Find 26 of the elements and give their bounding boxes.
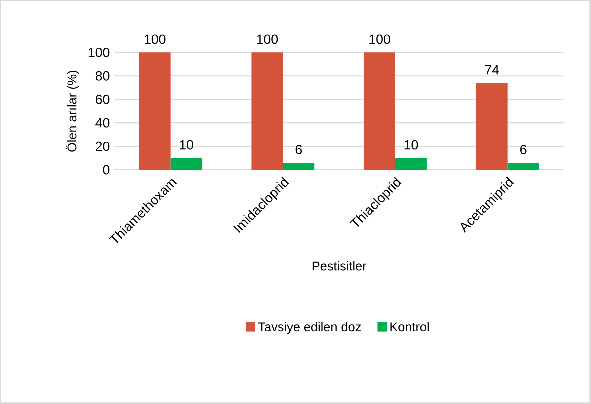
y-tick-label: 20	[96, 142, 110, 152]
legend-label: Kontrol	[390, 322, 429, 332]
x-axis-title: Pestisitler	[312, 261, 367, 271]
legend-label: Tavsiye edilen doz	[258, 322, 362, 334]
bar	[476, 83, 508, 170]
y-tick-label: 60	[96, 94, 110, 104]
y-tick-label: 100	[88, 48, 110, 58]
y-tick-label: 80	[96, 71, 110, 81]
data-label: 100	[257, 34, 278, 44]
bar	[139, 52, 171, 170]
bar	[283, 162, 315, 170]
y-tick-label: 0	[103, 165, 110, 175]
bar	[396, 158, 427, 170]
data-label: 100	[145, 34, 166, 44]
data-label: 100	[370, 34, 390, 44]
y-axis-title: Ölen arılar (%)	[66, 70, 80, 152]
bar	[508, 162, 540, 170]
data-label: 6	[296, 145, 302, 154]
bar	[252, 52, 284, 170]
data-label: 10	[180, 140, 194, 150]
data-label: 6	[520, 145, 527, 154]
bar	[364, 52, 396, 170]
y-tick-label: 40	[96, 118, 110, 128]
bar	[170, 158, 202, 170]
data-label: 74	[485, 66, 500, 75]
data-label: 10	[404, 140, 418, 150]
